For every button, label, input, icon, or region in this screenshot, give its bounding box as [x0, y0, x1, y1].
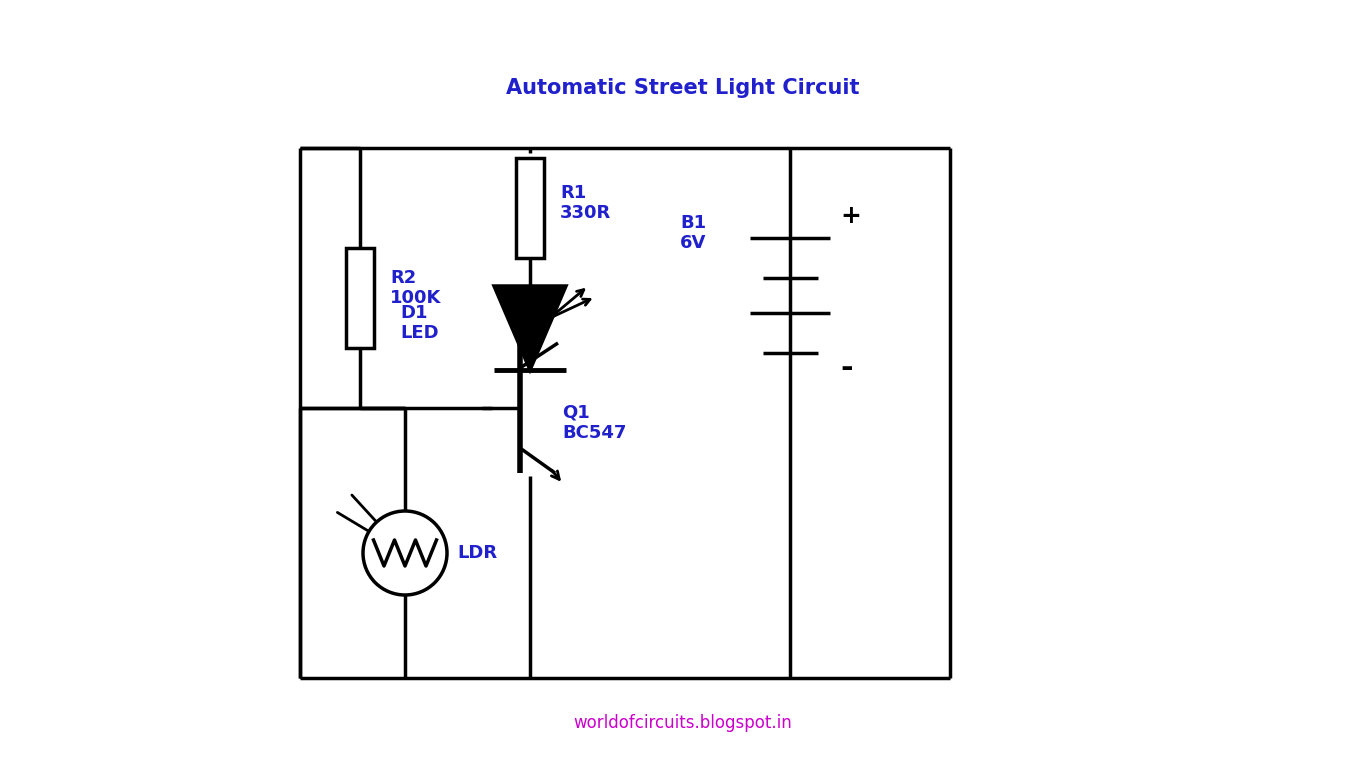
Bar [516, 158, 544, 258]
Text: B1
6V: B1 6V [680, 214, 706, 253]
Text: Automatic Street Light Circuit: Automatic Street Light Circuit [507, 78, 859, 98]
Text: +: + [840, 204, 861, 228]
Text: -: - [840, 354, 852, 383]
Bar [346, 248, 374, 348]
Text: Q1
BC547: Q1 BC547 [561, 404, 627, 442]
Text: D1
LED: D1 LED [400, 303, 438, 343]
Text: R1
330R: R1 330R [560, 184, 611, 223]
Circle shape [363, 511, 447, 595]
Polygon shape [494, 286, 566, 370]
Text: worldofcircuits.blogspot.in: worldofcircuits.blogspot.in [574, 714, 792, 732]
Text: R2
100K: R2 100K [391, 269, 441, 307]
Text: LDR: LDR [458, 544, 497, 562]
